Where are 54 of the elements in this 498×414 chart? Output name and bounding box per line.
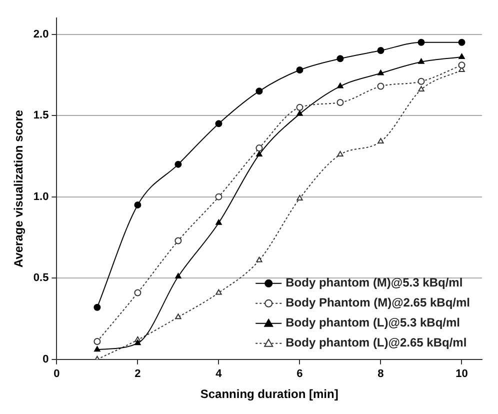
point (256, 256, 262, 262)
point (418, 58, 424, 64)
point (174, 237, 182, 244)
point (256, 88, 263, 95)
legend-label: Body phantom (M)@5.3 kBq/ml (286, 276, 463, 290)
legend-label: Body Phantom (M)@2.65 kBq/ml (286, 296, 470, 310)
point (296, 104, 304, 111)
point (134, 340, 141, 346)
legend-label: Body phantom (L)@2.65 kBq/ml (286, 336, 467, 350)
point (256, 144, 263, 152)
x-tick-label: 6 (296, 368, 303, 380)
point (377, 47, 384, 54)
legend-label: Body phantom (L)@5.3 kBq/ml (286, 316, 460, 330)
point (175, 272, 182, 278)
point (134, 289, 142, 296)
point (94, 346, 100, 352)
point (458, 54, 465, 60)
point (296, 66, 304, 74)
point (296, 110, 303, 116)
point (458, 38, 466, 46)
point (256, 151, 262, 157)
point (337, 82, 344, 88)
point (378, 138, 384, 144)
y-tick-label: 0.5 (33, 272, 49, 284)
point (174, 160, 182, 168)
x-tick-label: 0 (54, 368, 60, 380)
point (216, 289, 222, 295)
point (377, 82, 384, 90)
point (336, 99, 344, 106)
point (296, 194, 303, 200)
y-tick-label: 0 (42, 353, 49, 366)
point (215, 120, 222, 128)
y-tick-label: 1.5 (33, 110, 49, 122)
point (418, 38, 425, 46)
y-tick-label: 2.0 (33, 28, 49, 40)
point (94, 338, 101, 346)
x-tick-label: 4 (216, 368, 223, 380)
point (418, 78, 425, 85)
point (337, 151, 344, 157)
point (378, 70, 384, 76)
point (418, 86, 424, 92)
point (215, 193, 222, 200)
point (175, 314, 182, 320)
point (458, 62, 466, 69)
point (134, 201, 142, 208)
x-tick-label: 10 (456, 368, 468, 380)
point (94, 304, 101, 311)
x-tick-label: 2 (134, 368, 141, 380)
x-tick-label: 8 (378, 368, 384, 380)
y-axis-title: Average visualization score (12, 110, 26, 268)
y-tick-label: 1.0 (33, 190, 49, 203)
point (336, 55, 344, 62)
x-axis-title: Scanning duration [min] (200, 387, 338, 402)
point (216, 219, 222, 225)
